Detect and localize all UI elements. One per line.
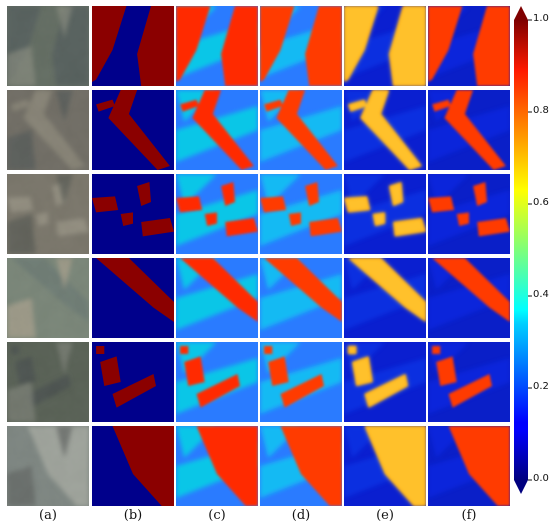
colorbar-tick-label: 0.6 (533, 197, 549, 208)
colorbar-tick-label: 1.0 (533, 13, 549, 24)
panel-r5-c3 (176, 342, 258, 422)
panel-r6-c6 (428, 426, 510, 506)
panel-r5-c4 (260, 342, 342, 422)
colorbar-tick-label: 0.4 (533, 289, 549, 300)
panel-r4-c5 (344, 258, 426, 338)
panel-r2-c3 (176, 90, 258, 170)
panel-label: (c) (208, 508, 226, 523)
panel-r4-c2 (92, 258, 174, 338)
panel-r6-c5 (344, 426, 426, 506)
panel-r5-c2 (92, 342, 174, 422)
panel-label: (e) (376, 508, 394, 523)
colorbar-extend-max (514, 6, 528, 20)
panel-label: (a) (39, 508, 57, 523)
colorbar-extend-min (514, 480, 528, 494)
panel-r2-c2 (92, 90, 174, 170)
panel-r3-c6 (428, 174, 510, 254)
panel-r2-c6 (428, 90, 510, 170)
colorbar (514, 6, 532, 494)
colorbar-gradient (514, 20, 528, 480)
panel-r4-c1 (7, 258, 89, 338)
panel-r3-c5 (344, 174, 426, 254)
panel-r4-c4 (260, 258, 342, 338)
colorbar-tick-label: 0.0 (533, 473, 549, 484)
panel-r3-c2 (92, 174, 174, 254)
panel-r4-c3 (176, 258, 258, 338)
panel-label: (b) (123, 508, 143, 523)
panel-r6-c1 (7, 426, 89, 506)
panel-r1-c3 (176, 6, 258, 86)
panel-r1-c2 (92, 6, 174, 86)
panel-r3-c1 (7, 174, 89, 254)
colorbar-tick-label: 0.8 (533, 105, 549, 116)
panel-r2-c1 (7, 90, 89, 170)
panel-r3-c4 (260, 174, 342, 254)
panel-r1-c4 (260, 6, 342, 86)
panel-r1-c5 (344, 6, 426, 86)
panel-r5-c6 (428, 342, 510, 422)
panel-r2-c5 (344, 90, 426, 170)
panel-label: (f) (461, 508, 477, 523)
panel-r6-c3 (176, 426, 258, 506)
colorbar-tick-label: 0.2 (533, 381, 549, 392)
panel-r3-c3 (176, 174, 258, 254)
panel-r5-c1 (7, 342, 89, 422)
panel-label: (d) (291, 508, 311, 523)
panel-r1-c1 (7, 6, 89, 86)
panel-r4-c6 (428, 258, 510, 338)
panel-r1-c6 (428, 6, 510, 86)
panel-r5-c5 (344, 342, 426, 422)
panel-r2-c4 (260, 90, 342, 170)
panel-r6-c4 (260, 426, 342, 506)
panel-r6-c2 (92, 426, 174, 506)
